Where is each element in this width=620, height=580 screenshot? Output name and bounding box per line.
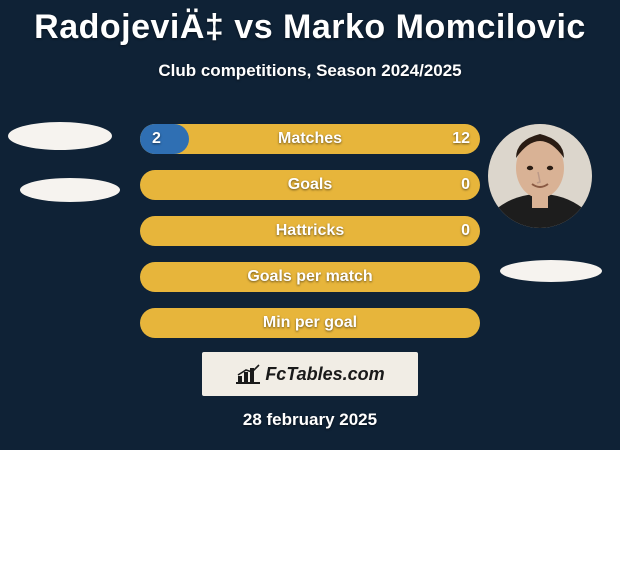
stat-row: Goals0 — [140, 170, 480, 200]
stat-bar-right-fill — [140, 124, 480, 154]
stat-bar-right-fill — [140, 262, 480, 292]
stat-bar-right-fill — [140, 216, 480, 246]
stats-bars: Matches212 Goals0 Hattricks0 Goals per matc… — [140, 124, 480, 354]
footer-date: 28 february 2025 — [0, 410, 620, 430]
page-subtitle: Club competitions, Season 2024/2025 — [0, 61, 620, 81]
player-left-avatar-placeholder — [8, 122, 112, 150]
source-logo-text: FcTables.com — [265, 364, 384, 385]
stat-bar-left-fill — [140, 124, 189, 154]
page-title: RadojeviÄ‡ vs Marko Momcilovic — [0, 0, 620, 47]
stat-row: Matches212 — [140, 124, 480, 154]
barchart-icon — [235, 364, 261, 384]
avatar-person-icon — [488, 124, 592, 228]
stat-row: Hattricks0 — [140, 216, 480, 246]
stat-bar-right-fill — [140, 308, 480, 338]
stat-bar-right-fill — [140, 170, 480, 200]
player-left-flag-placeholder — [20, 178, 120, 202]
stat-row: Min per goal — [140, 308, 480, 338]
source-logo-box: FcTables.com — [202, 352, 418, 396]
stat-row: Goals per match — [140, 262, 480, 292]
player-right-flag-placeholder — [500, 260, 602, 282]
player-right-avatar — [488, 124, 592, 228]
bottom-whitespace — [0, 450, 620, 580]
